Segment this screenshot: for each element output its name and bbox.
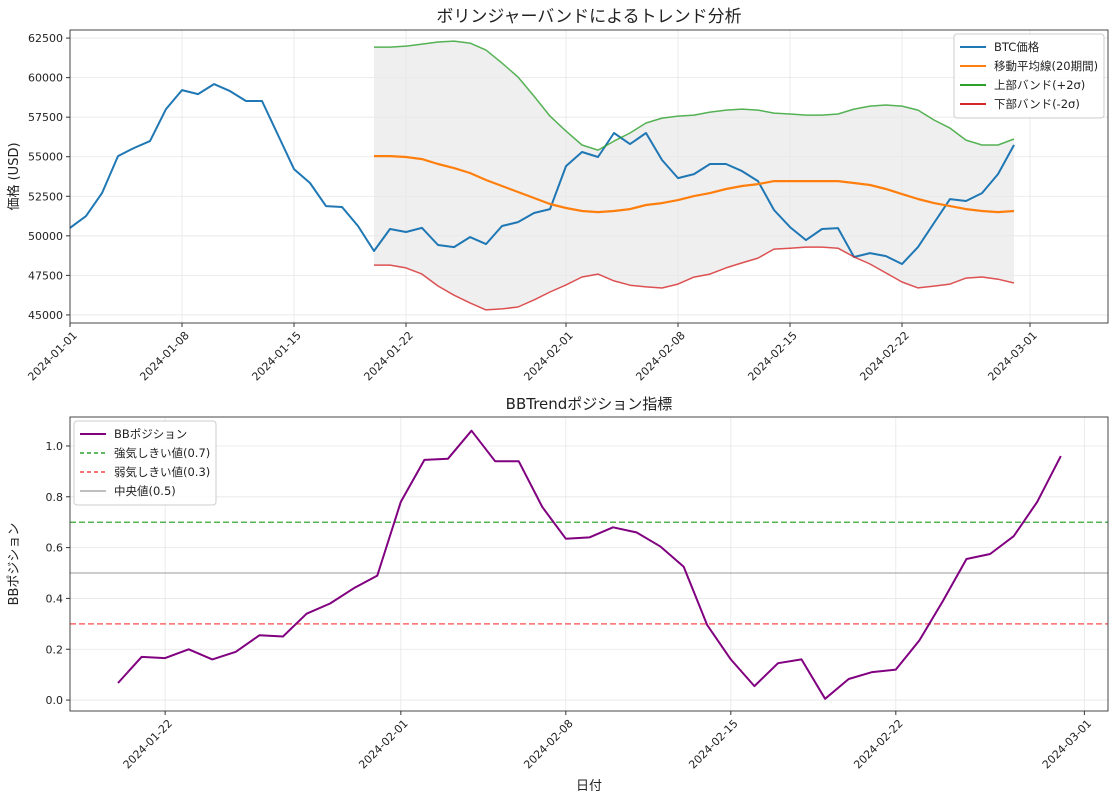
y-tick-label: 62500 xyxy=(28,32,63,45)
x-tick-label: 2024-02-22 xyxy=(851,717,905,771)
chart-title: BBTrendポジション指標 xyxy=(506,395,673,413)
x-tick-label: 2024-03-01 xyxy=(985,329,1039,383)
x-tick-label: 2024-02-08 xyxy=(521,717,575,771)
legend-label: 上部バンド(+2σ) xyxy=(994,78,1085,92)
y-tick-label: 0.0 xyxy=(46,694,64,707)
legend-box xyxy=(73,420,217,506)
x-tick-label: 2024-01-15 xyxy=(249,329,303,383)
x-tick-label: 2024-02-01 xyxy=(521,329,575,383)
y-tick-label: 57500 xyxy=(28,111,63,124)
x-tick-label: 2024-02-15 xyxy=(745,329,799,383)
y-axis-label: 価格 (USD) xyxy=(6,142,22,210)
legend-label: BBポジション xyxy=(114,427,187,441)
x-tick-label: 2024-02-15 xyxy=(686,717,740,771)
axes-frame xyxy=(69,416,1109,712)
plot-area xyxy=(70,40,1015,311)
series-line-3 xyxy=(374,246,1015,311)
x-tick-label: 2024-02-08 xyxy=(633,329,687,383)
x-tick-label: 2024-01-08 xyxy=(137,329,191,383)
legend-label: 強気しきい値(0.7) xyxy=(114,446,210,460)
series-line-0 xyxy=(117,429,1062,700)
series-line-2 xyxy=(374,40,1015,151)
band-fill-area xyxy=(374,41,1014,310)
y-tick-label: 0.2 xyxy=(46,643,64,656)
chart-0: 2024-01-01 2024-01-08 2024-01-15 2024-01-22… xyxy=(6,7,1109,383)
legend-label: 下部バンド(-2σ) xyxy=(994,97,1080,111)
y-tick-label: 0.8 xyxy=(46,491,64,504)
y-tick-label: 45000 xyxy=(28,309,63,322)
series-line-1 xyxy=(374,155,1015,214)
x-tick-label: 2024-03-01 xyxy=(1040,717,1094,771)
y-tick-label: 47500 xyxy=(28,269,63,282)
legend-label: 弱気しきい値(0.3) xyxy=(114,465,210,479)
x-tick-label: 2024-02-01 xyxy=(356,717,410,771)
axes-frame xyxy=(69,29,1109,324)
y-axis-label: BBポジション xyxy=(7,523,22,606)
y-tick-label: 55000 xyxy=(28,151,63,164)
legend-box xyxy=(953,33,1105,119)
y-tick-label: 60000 xyxy=(28,72,63,85)
x-tick-label: 2024-02-22 xyxy=(857,329,911,383)
legend-label: BTC価格 xyxy=(994,40,1040,54)
legend-label: 移動平均線(20期間) xyxy=(994,59,1098,73)
x-tick-label: 2024-01-22 xyxy=(361,329,415,383)
y-tick-label: 0.4 xyxy=(46,592,64,605)
legend-label: 中央値(0.5) xyxy=(114,484,176,498)
y-tick-label: 0.6 xyxy=(46,542,64,555)
y-tick-label: 50000 xyxy=(28,230,63,243)
x-tick-label: 2024-01-01 xyxy=(25,329,79,383)
x-tick-label: 2024-01-22 xyxy=(121,717,175,771)
chart-1: 2024-01-22 2024-02-01 2024-02-08 2024-02-15… xyxy=(7,395,1109,794)
series-line-0 xyxy=(70,83,1015,265)
y-tick-label: 1.0 xyxy=(46,440,64,453)
plot-area xyxy=(70,429,1108,700)
chart-title: ボリンジャーバンドによるトレンド分析 xyxy=(436,7,741,27)
x-axis-label: 日付 xyxy=(576,779,602,794)
y-tick-label: 52500 xyxy=(28,190,63,203)
